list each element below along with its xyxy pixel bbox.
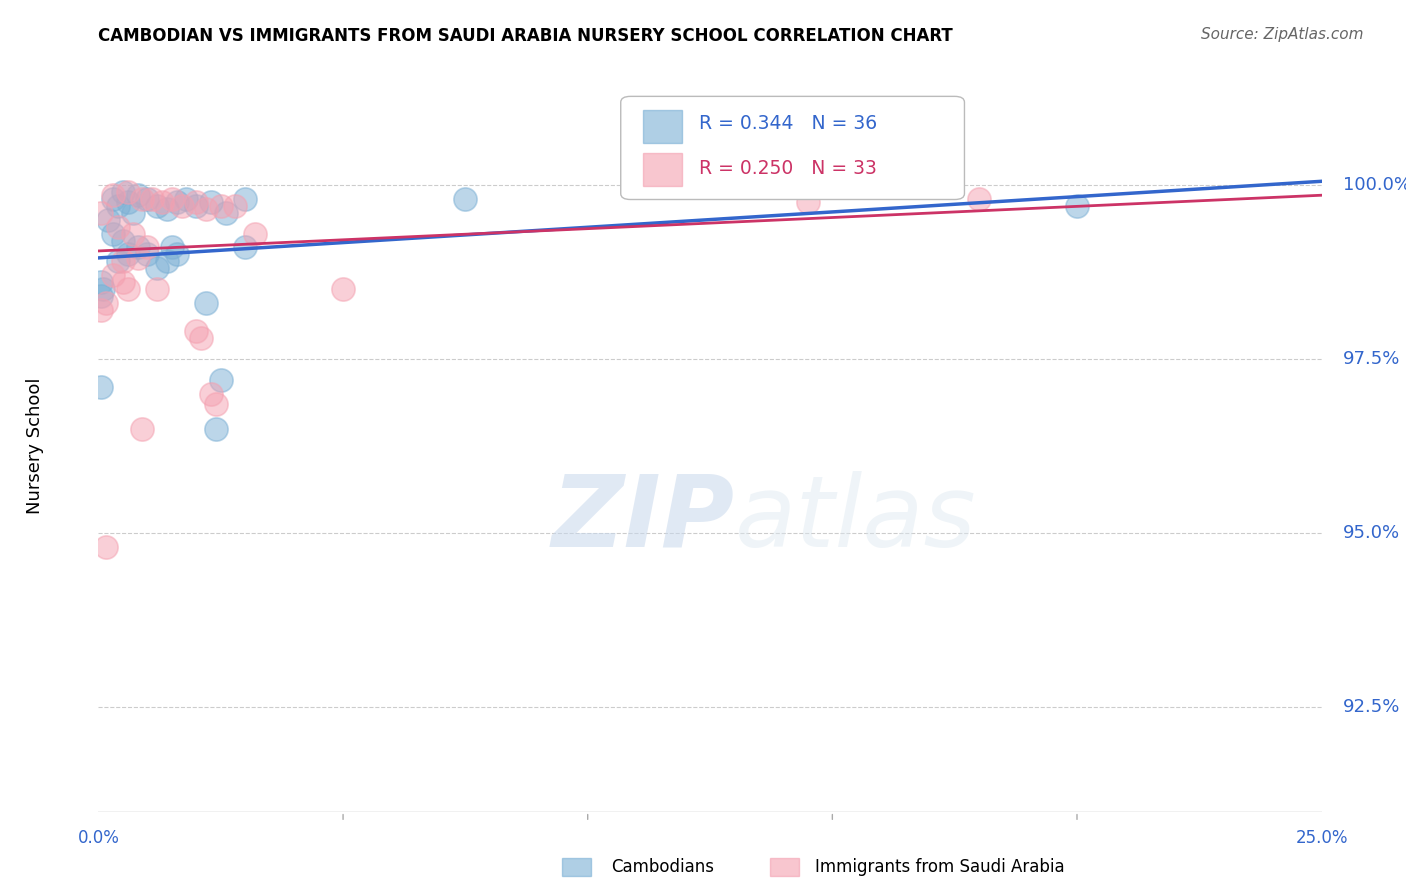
Point	[166, 247, 188, 261]
Point	[111, 234, 134, 248]
Point	[117, 247, 139, 261]
Point	[1066, 199, 1088, 213]
Point	[131, 421, 153, 435]
Point	[101, 188, 124, 202]
Point	[90, 303, 112, 318]
Text: 92.5%: 92.5%	[1343, 698, 1400, 716]
Point	[117, 195, 139, 210]
Point	[205, 421, 228, 435]
Point	[214, 205, 236, 219]
Point	[186, 195, 208, 210]
Point	[136, 240, 159, 254]
Text: 100.0%: 100.0%	[1343, 176, 1406, 194]
Point	[107, 199, 129, 213]
Text: Nursery School: Nursery School	[27, 377, 44, 515]
Point	[121, 227, 143, 241]
Point	[121, 205, 143, 219]
Point	[136, 247, 159, 261]
Point	[90, 205, 112, 219]
Point	[101, 268, 124, 283]
Point	[797, 195, 820, 210]
Point	[131, 192, 153, 206]
Point	[190, 331, 212, 345]
Point	[146, 261, 169, 276]
Point	[332, 282, 354, 296]
Point	[160, 192, 183, 206]
Point	[111, 275, 134, 289]
Point	[160, 240, 183, 254]
Point	[967, 192, 990, 206]
Point	[90, 275, 112, 289]
Point	[205, 397, 228, 411]
Point	[111, 254, 134, 268]
Point	[224, 199, 246, 213]
Point	[195, 296, 218, 310]
Text: R = 0.250   N = 33: R = 0.250 N = 33	[699, 159, 877, 178]
Point	[101, 192, 124, 206]
Point	[150, 195, 173, 210]
Point	[117, 185, 139, 199]
Point	[91, 282, 114, 296]
Point	[94, 540, 117, 554]
Point	[186, 324, 208, 338]
Point	[136, 192, 159, 206]
Point	[166, 195, 188, 210]
Text: R = 0.344   N = 36: R = 0.344 N = 36	[699, 114, 877, 133]
Point	[156, 202, 179, 216]
Point	[146, 282, 169, 296]
Point	[146, 199, 169, 213]
Point	[127, 240, 149, 254]
Text: 0.0%: 0.0%	[77, 829, 120, 847]
Point	[111, 185, 134, 199]
Bar	[643, 153, 682, 186]
Point	[170, 199, 193, 213]
Point	[454, 192, 477, 206]
Point	[107, 254, 129, 268]
Text: Immigrants from Saudi Arabia: Immigrants from Saudi Arabia	[815, 858, 1066, 876]
Point	[156, 254, 179, 268]
Point	[243, 227, 266, 241]
Bar	[643, 111, 682, 144]
Point	[233, 240, 256, 254]
Point	[127, 188, 149, 202]
Point	[209, 373, 232, 387]
Point	[101, 227, 124, 241]
Point	[107, 219, 129, 234]
Point	[200, 195, 222, 210]
Point	[195, 202, 218, 216]
Point	[176, 192, 198, 206]
Text: atlas: atlas	[734, 471, 976, 567]
Point	[209, 199, 232, 213]
Point	[127, 251, 149, 265]
Point	[186, 199, 208, 213]
Text: 95.0%: 95.0%	[1343, 524, 1400, 542]
Point	[90, 289, 112, 303]
Text: CAMBODIAN VS IMMIGRANTS FROM SAUDI ARABIA NURSERY SCHOOL CORRELATION CHART: CAMBODIAN VS IMMIGRANTS FROM SAUDI ARABI…	[98, 27, 953, 45]
Point	[233, 192, 256, 206]
Text: 97.5%: 97.5%	[1343, 350, 1400, 368]
Point	[141, 192, 163, 206]
Point	[94, 296, 117, 310]
FancyBboxPatch shape	[620, 96, 965, 200]
Text: ZIP: ZIP	[551, 471, 734, 567]
Point	[200, 386, 222, 401]
Point	[117, 282, 139, 296]
Text: 25.0%: 25.0%	[1295, 829, 1348, 847]
Point	[90, 380, 112, 394]
Point	[97, 212, 120, 227]
Text: Cambodians: Cambodians	[612, 858, 714, 876]
Text: Source: ZipAtlas.com: Source: ZipAtlas.com	[1201, 27, 1364, 42]
